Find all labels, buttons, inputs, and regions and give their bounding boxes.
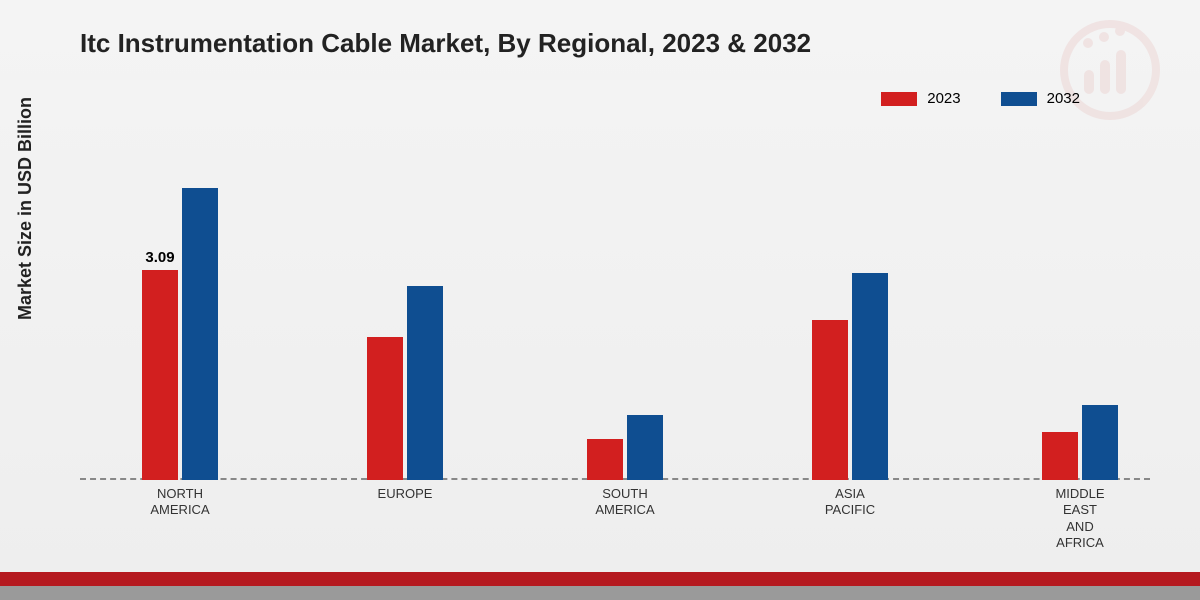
x-axis-label: NORTH AMERICA	[150, 486, 209, 519]
x-axis-label: ASIA PACIFIC	[825, 486, 875, 519]
x-axis-label: MIDDLE EAST AND AFRICA	[1055, 486, 1104, 551]
legend-item-2032: 2032	[1001, 90, 1080, 107]
plot-area: 3.09	[80, 140, 1150, 480]
chart-title: Itc Instrumentation Cable Market, By Reg…	[80, 28, 811, 59]
bar	[142, 270, 178, 480]
legend-swatch-2032	[1001, 92, 1037, 106]
bar-group	[812, 273, 888, 480]
bar	[407, 286, 443, 480]
bar	[587, 439, 623, 480]
x-axis-label: SOUTH AMERICA	[595, 486, 654, 519]
x-axis-labels: NORTH AMERICA EUROPE SOUTH AMERICA ASIA PAC…	[80, 486, 1150, 546]
legend-item-2023: 2023	[881, 90, 960, 107]
bar	[627, 415, 663, 480]
bar-group	[367, 286, 443, 480]
bar-group	[587, 415, 663, 480]
bar	[1082, 405, 1118, 480]
bar	[1042, 432, 1078, 480]
legend: 2023 2032	[881, 90, 1080, 107]
x-axis-label: EUROPE	[378, 486, 433, 502]
value-label: 3.09	[145, 249, 174, 266]
bar	[812, 320, 848, 480]
bar-group	[142, 188, 218, 480]
y-axis-label: Market Size in USD Billion	[15, 97, 36, 320]
legend-swatch-2023	[881, 92, 917, 106]
bar	[182, 188, 218, 480]
bar-group	[1042, 405, 1118, 480]
footer-bar-grey	[0, 586, 1200, 600]
bar	[852, 273, 888, 480]
bar	[367, 337, 403, 480]
legend-label-2023: 2023	[927, 90, 960, 107]
legend-label-2032: 2032	[1047, 90, 1080, 107]
footer-bar-red	[0, 572, 1200, 586]
